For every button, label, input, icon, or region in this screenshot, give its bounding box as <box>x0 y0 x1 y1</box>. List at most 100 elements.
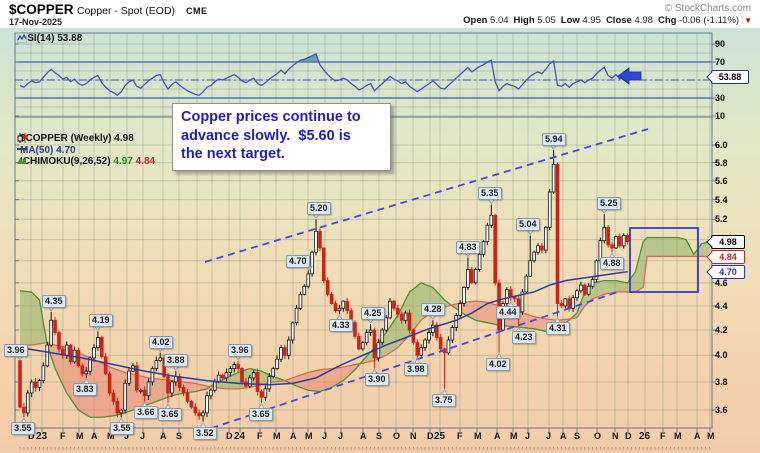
price-flag: 3.55 <box>11 422 35 435</box>
senkou-b-current-value-box: 4.84 <box>711 250 745 264</box>
price-axis-label: 4.4 <box>715 301 728 311</box>
price-axis-label: 4.2 <box>715 325 728 335</box>
annotation-line-3: the next target. <box>181 146 285 162</box>
close-value: 4.98 <box>634 15 653 26</box>
date-axis-label: A <box>494 431 501 441</box>
date-axis-label: J <box>140 431 146 441</box>
date-axis-label: 23 <box>36 431 48 442</box>
price-flag: 4.19 <box>89 314 113 327</box>
date-axis-label: M <box>305 431 313 441</box>
date-axis-label: J <box>322 431 328 441</box>
date-axis-label: J <box>525 431 531 441</box>
date-axis-label: A <box>694 431 701 441</box>
symbol-legend-label: $COPPER (Weekly) 4.98 <box>20 133 134 144</box>
price-flag: 4.25 <box>361 307 385 320</box>
senkou-b-value: 4.84 <box>135 156 156 167</box>
date-axis-label: D <box>625 431 632 441</box>
date-axis-label: O <box>594 431 602 441</box>
date-axis-label: M <box>510 431 518 441</box>
price-axis-label: 4.6 <box>715 278 728 288</box>
close-label: Close <box>605 15 632 26</box>
date-axis-label: F <box>60 431 66 441</box>
date-axis-label: 24 <box>234 431 246 442</box>
chart-date: 17-Nov-2025 <box>9 17 63 27</box>
price-flag: 3.65 <box>158 408 182 421</box>
high-value: 5.05 <box>537 15 556 26</box>
price-axis-label: 5.6 <box>715 176 728 186</box>
price-flag: 5.94 <box>542 133 566 146</box>
date-axis-label: S <box>574 431 581 441</box>
date-axis-label: J <box>124 431 130 441</box>
price-flag: 4.33 <box>329 319 353 332</box>
date-axis-label: S <box>376 431 383 441</box>
date-axis-label: N <box>410 431 417 441</box>
price-flag: 5.35 <box>478 187 502 200</box>
price-axis-label: 6.0 <box>715 140 728 150</box>
date-axis-label: M <box>273 431 281 441</box>
ohlc-quote-line: Open 5.04 High 5.05 Low 4.95 Close 4.98 Chg … <box>463 15 752 26</box>
price-flag: 4.70 <box>286 255 310 268</box>
date-axis-label: 26 <box>639 431 651 442</box>
date-axis-label: A <box>560 431 567 441</box>
price-flag: 4.83 <box>456 241 480 254</box>
date-axis-label: M <box>474 431 482 441</box>
ma-legend: MA(50) 4.70 <box>17 145 76 156</box>
future-cloud-highlight-box <box>629 227 699 293</box>
low-label: Low <box>560 15 580 26</box>
low-value: 4.95 <box>582 15 601 26</box>
rsi-legend: RSI(14) 53.88 <box>17 33 82 44</box>
price-flag-pointer <box>487 199 496 205</box>
date-axis-label: J <box>338 431 344 441</box>
date-axis-label: N <box>612 431 619 441</box>
price-axis-label: 5.4 <box>715 195 728 205</box>
trendline-upper <box>204 128 649 263</box>
price-flag: 3.65 <box>249 408 273 421</box>
date-axis-label: D <box>226 431 233 441</box>
weekly-candles <box>18 150 630 422</box>
annotation-line-2: advance slowly. $5.60 is <box>181 127 351 144</box>
close-current-value-box: 4.98 <box>711 235 745 249</box>
price-flag: 4.02 <box>486 358 510 371</box>
date-axis-label: O <box>393 431 401 441</box>
price-flag: 3.83 <box>73 383 97 396</box>
price-flag: 4.28 <box>421 303 445 316</box>
ichimoku-legend-label: ICHIMOKU(9,26,52) <box>20 156 111 167</box>
date-axis-label: J <box>546 431 552 441</box>
price-flag: 3.98 <box>404 363 428 376</box>
price-flag: 4.35 <box>42 295 66 308</box>
ma-current-value-box: 4.70 <box>711 265 745 279</box>
price-flag: 3.88 <box>164 354 188 367</box>
rsi-current-value-box: 53.88 <box>711 70 749 84</box>
annotation-line-1: Copper prices continue to <box>181 109 361 125</box>
rsi-left-arrow-annotation <box>617 67 642 85</box>
price-flag: 4.23 <box>512 331 536 344</box>
price-flag: 3.96 <box>4 344 28 357</box>
date-axis-label: M <box>76 431 84 441</box>
date-axis-label: A <box>91 431 98 441</box>
change-down-triangle-icon: ▼ <box>744 16 752 25</box>
price-flag: 3.75 <box>432 394 456 407</box>
rsi-line <box>19 53 628 97</box>
date-axis-label: S <box>176 431 183 441</box>
symbol-legend: $COPPER (Weekly) 4.98 <box>17 133 134 144</box>
price-flag: 4.44 <box>496 306 520 319</box>
open-label: Open <box>463 15 488 26</box>
axis-tick-marks <box>15 43 716 432</box>
senkou-b-line <box>20 255 710 390</box>
high-label: High <box>513 15 535 26</box>
senkou-a-value: 4.97 <box>113 156 133 167</box>
date-axis-label: A <box>160 431 167 441</box>
price-axis-label: 3.6 <box>715 405 728 415</box>
price-flag: 3.52 <box>193 427 217 440</box>
rsi-axis-label: 10 <box>715 111 726 121</box>
weekly-minor-ticks <box>19 447 710 450</box>
date-axis-label: A <box>290 431 297 441</box>
ma50-line <box>19 270 628 386</box>
date-axis-label: F <box>660 431 666 441</box>
price-axis-label: 4.0 <box>715 350 728 360</box>
price-flag: 4.88 <box>600 257 624 270</box>
price-flag: 5.04 <box>516 218 540 231</box>
rsi-legend-label: RSI(14) 53.88 <box>20 33 83 44</box>
